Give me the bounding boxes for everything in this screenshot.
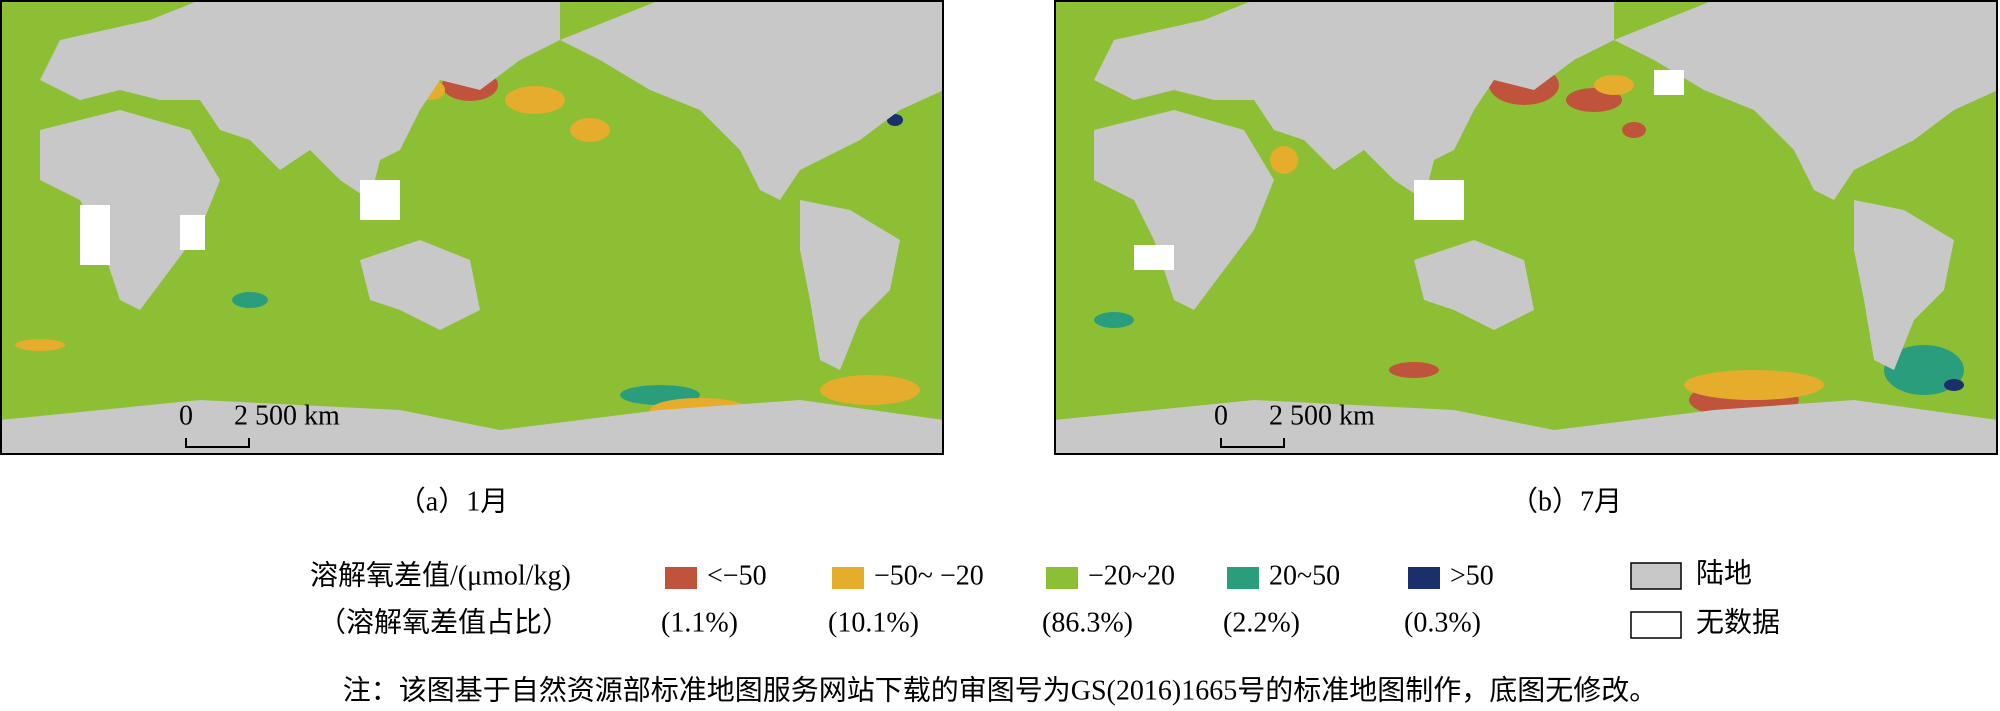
legend-land-label: 陆地 [1696, 557, 1752, 589]
value-patch [1884, 345, 1964, 395]
legend-label: −20~20 [1088, 560, 1175, 591]
no-data-area [1134, 245, 1174, 270]
legend-swatch [832, 567, 864, 589]
value-patch [1622, 122, 1646, 138]
value-patch [15, 339, 65, 351]
value-patch [1944, 379, 1964, 391]
no-data-area [1654, 70, 1684, 95]
value-patch [1270, 146, 1298, 174]
legend-swatch [1408, 567, 1440, 589]
legend-swatch [1227, 567, 1259, 589]
value-patch [887, 114, 903, 126]
scale-zero: 0 [179, 400, 193, 431]
map-panel: 0 2 500 km [1054, 0, 1998, 455]
legend-label: >50 [1450, 560, 1494, 591]
legend-share: (86.3%) [1042, 607, 1133, 638]
value-patch [820, 375, 920, 405]
value-patch [1684, 370, 1824, 400]
legend-label: 20~50 [1269, 560, 1340, 591]
value-patch [1389, 362, 1439, 378]
legend-share: (1.1%) [661, 607, 738, 638]
scale-zero: 0 [1214, 400, 1228, 431]
map-panel: 0 2 500 km [0, 0, 944, 455]
panel-caption: （a）1月 [398, 485, 508, 517]
legend-share: (2.2%) [1223, 607, 1300, 638]
scale-label: 2 500 km [234, 400, 340, 431]
no-data-area [1414, 180, 1464, 220]
legend-nodata-swatch [1630, 611, 1682, 639]
no-data-area [180, 215, 205, 250]
legend-label: <−50 [707, 560, 767, 591]
legend-swatch [1046, 567, 1078, 589]
scale-label: 2 500 km [1269, 400, 1375, 431]
map-frame [1054, 0, 1998, 455]
value-patch [1094, 312, 1134, 328]
legend-nodata-label: 无数据 [1696, 606, 1780, 638]
legend-swatch [665, 567, 697, 589]
no-data-area [80, 205, 110, 265]
value-patch [570, 118, 610, 142]
map-frame [0, 0, 944, 455]
legend-land-swatch [1630, 562, 1682, 590]
legend-subtitle: （溶解氧差值占比） [318, 606, 570, 638]
no-data-area [360, 180, 400, 220]
note: 注：该图基于自然资源部标准地图服务网站下载的审图号为GS(2016)1665号的… [343, 674, 1657, 706]
legend-title: 溶解氧差值/(μmol/kg) [310, 559, 571, 591]
value-patch [505, 86, 565, 114]
scale-bar [185, 438, 250, 448]
legend-share: (0.3%) [1404, 607, 1481, 638]
scale-bar [1220, 438, 1285, 448]
value-patch [232, 292, 268, 308]
value-patch [1594, 75, 1634, 95]
legend-share: (10.1%) [828, 607, 919, 638]
legend-label: −50~ −20 [874, 560, 984, 591]
panel-caption: （b）7月 [1510, 485, 1622, 517]
